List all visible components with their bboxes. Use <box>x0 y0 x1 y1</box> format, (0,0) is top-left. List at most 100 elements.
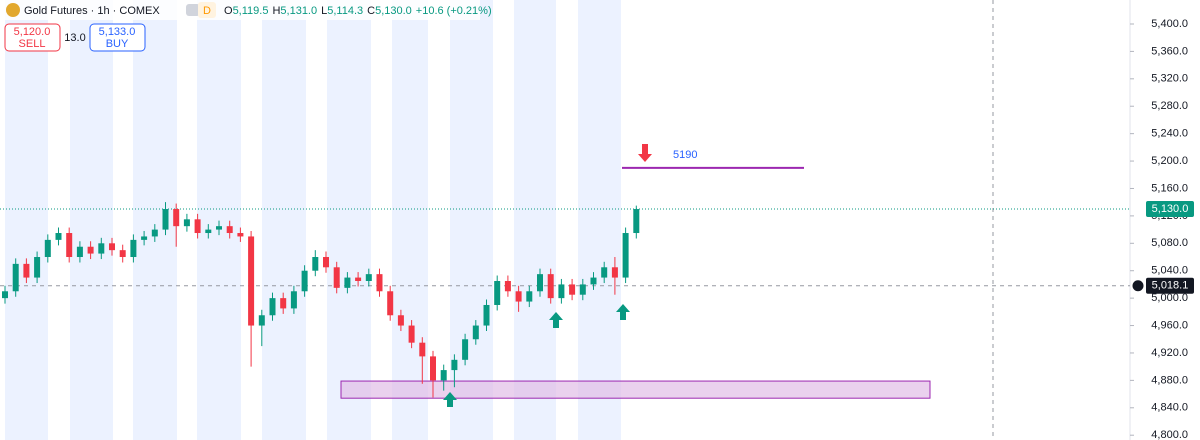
crosshair-box <box>1146 277 1194 294</box>
target-label: 5190 <box>673 149 697 161</box>
candle-body <box>183 219 190 227</box>
candle-body <box>194 219 201 234</box>
candle-body <box>205 229 212 234</box>
candle-body <box>226 226 233 234</box>
c-label: C <box>367 5 375 17</box>
candle-body <box>55 233 62 240</box>
candle-body <box>376 274 383 292</box>
candle-body <box>237 233 244 237</box>
candle-body <box>408 325 415 343</box>
symbol-icon <box>6 3 20 17</box>
candle-body <box>98 243 105 254</box>
h-value: 5,131.0 <box>280 5 317 17</box>
candle-body <box>472 325 479 340</box>
y-tick-label: 4,920.0 <box>1151 347 1188 359</box>
candle-body <box>504 280 511 292</box>
y-tick-label: 5,160.0 <box>1151 182 1188 194</box>
candle-body <box>216 226 222 230</box>
candle-body <box>483 304 490 326</box>
candle-body <box>312 257 319 271</box>
candle-body <box>34 257 41 278</box>
candle-body <box>301 270 308 292</box>
crosshair-label: 5,018.1 <box>1152 280 1189 292</box>
candle-body <box>558 284 565 299</box>
candle-body <box>569 284 576 295</box>
candle-body <box>151 229 158 237</box>
y-tick-label: 4,880.0 <box>1151 374 1188 386</box>
candle-body <box>601 267 608 278</box>
y-tick-label: 5,280.0 <box>1151 100 1188 112</box>
ohlc: O5,119.5 H5,131.0 L5,114.3 C5,130.0 +10.6 (+… <box>224 5 492 17</box>
y-tick-label: 5,000.0 <box>1151 292 1188 304</box>
buy-label: BUY <box>106 38 129 50</box>
candle-body <box>430 356 436 381</box>
y-tick-label: 5,200.0 <box>1151 155 1188 167</box>
y-tick-label: 4,960.0 <box>1151 319 1188 331</box>
down-arrow <box>638 144 652 162</box>
candle-body <box>130 239 137 258</box>
change: +10.6 (+0.21%) <box>416 5 492 17</box>
candle-body <box>44 239 51 258</box>
candle-body <box>451 359 458 371</box>
candle-body <box>355 277 362 281</box>
last-price-label: 5,130.0 <box>1152 203 1189 215</box>
candle-body <box>494 280 501 305</box>
o-label: O <box>224 5 233 17</box>
candle-body <box>269 298 276 316</box>
up-arrow <box>443 392 457 407</box>
y-tick-label: 4,840.0 <box>1151 402 1188 414</box>
y-tick-label: 5,320.0 <box>1151 73 1188 85</box>
candle-body <box>323 257 329 268</box>
toggle[interactable] <box>186 4 200 16</box>
y-tick-label: 5,080.0 <box>1151 237 1188 249</box>
sell-price: 5,120.0 <box>14 26 51 38</box>
y-tick-label: 4,800.0 <box>1151 429 1188 440</box>
candle-body <box>109 243 115 251</box>
candle-body <box>76 246 83 258</box>
candle-body <box>515 291 522 302</box>
candle-body <box>280 298 287 309</box>
candle-body <box>633 209 640 234</box>
candle-body <box>290 291 297 309</box>
candle-body <box>344 277 351 288</box>
h-label: H <box>272 5 280 17</box>
candle-body <box>23 263 30 278</box>
c-value: 5,130.0 <box>375 5 412 17</box>
sell-label: SELL <box>19 38 46 50</box>
candle-body <box>66 233 73 258</box>
buy-price: 5,133.0 <box>99 26 136 38</box>
candle-body <box>333 267 340 288</box>
candle-body <box>547 274 554 299</box>
o-value: 5,119.5 <box>233 5 269 17</box>
candle-body <box>248 236 255 326</box>
y-tick-label: 5,360.0 <box>1151 45 1188 57</box>
badge-bg <box>198 2 216 18</box>
l-label: L <box>321 5 327 17</box>
up-arrow <box>549 312 563 328</box>
last-price-box <box>1146 201 1194 218</box>
symbol-title: Gold Futures · 1h · COMEX <box>24 5 160 17</box>
candle-body <box>579 284 586 295</box>
support-zone <box>340 380 931 399</box>
candle-body <box>526 291 533 302</box>
arrows <box>443 144 652 407</box>
candle-body <box>611 267 618 278</box>
candle-body <box>12 263 19 292</box>
spread: 13.0 <box>64 32 85 44</box>
candle-body <box>590 277 597 285</box>
y-tick-label: 5,400.0 <box>1151 18 1188 30</box>
candle-body <box>462 339 469 360</box>
buy-button[interactable] <box>89 23 146 52</box>
up-arrow <box>616 304 630 320</box>
l-value: 5,114.3 <box>327 5 363 17</box>
candle-body <box>141 236 148 240</box>
candle-body <box>173 209 180 227</box>
header: Gold Futures · 1h · COMEX D O5,119.5 H5,1… <box>0 0 492 52</box>
candle-body <box>397 315 404 326</box>
candle-body <box>387 291 394 316</box>
add-button[interactable] <box>1131 279 1145 293</box>
candle-body <box>622 233 629 278</box>
sell-button[interactable] <box>4 23 61 52</box>
candle-body <box>162 209 169 230</box>
